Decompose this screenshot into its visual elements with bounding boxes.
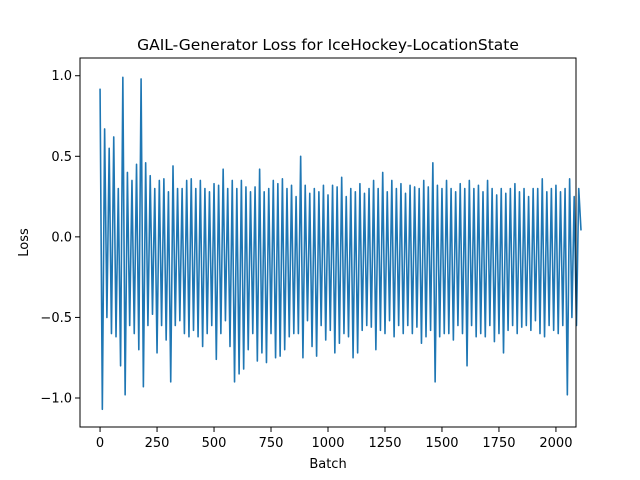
x-tick-label: 500 [202, 436, 227, 451]
y-tick-label: −1.0 [40, 391, 72, 406]
y-tick-label: 1.0 [51, 69, 72, 84]
x-tick-label: 0 [96, 436, 104, 451]
x-axis: 0 250 500 750 1000 1250 1500 1750 2000 [96, 427, 572, 451]
y-axis-label: Loss [17, 228, 32, 257]
x-tick-label: 750 [259, 436, 284, 451]
x-tick-label: 1000 [311, 436, 344, 451]
x-tick-label: 2000 [539, 436, 572, 451]
x-tick-label: 250 [145, 436, 170, 451]
y-tick-label: 0.5 [51, 150, 72, 165]
x-tick-label: 1500 [425, 436, 458, 451]
y-tick-label: −0.5 [40, 311, 72, 326]
y-axis: −1.0 −0.5 0.0 0.5 1.0 [40, 69, 80, 406]
plot-area [99, 76, 582, 411]
y-tick-label: 0.0 [51, 230, 72, 245]
x-axis-label: Batch [309, 457, 346, 472]
chart-title: GAIL-Generator Loss for IceHockey-Locati… [137, 36, 519, 54]
loss-series-line [99, 76, 582, 411]
x-tick-label: 1250 [368, 436, 401, 451]
x-tick-label: 1750 [482, 436, 515, 451]
